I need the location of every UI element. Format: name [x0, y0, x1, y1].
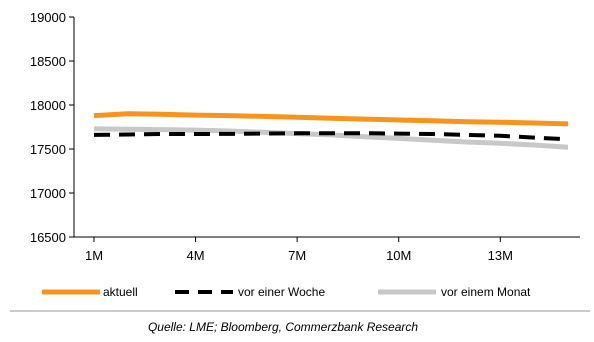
legend-label-2: vor einer Woche	[238, 285, 325, 299]
x-tick-label: 10M	[386, 248, 411, 263]
x-tick-label: 4M	[187, 248, 205, 263]
x-tick-label: 13M	[488, 248, 513, 263]
legend: aktuell vor einer Woche vor einem Monat	[42, 285, 531, 299]
y-tick-label: 19000	[30, 10, 66, 25]
x-axis: 1M 4M 7M 10M 13M	[74, 236, 580, 263]
plot-area	[93, 111, 569, 150]
x-tick-label: 1M	[85, 248, 103, 263]
source-note: Quelle: LME; Bloomberg, Commerzbank Rese…	[148, 320, 418, 334]
y-tick-label: 17500	[30, 142, 66, 157]
y-tick-label: 18000	[30, 98, 66, 113]
series-line-1	[93, 111, 569, 127]
legend-label-3: vor einem Monat	[441, 285, 531, 299]
y-tick-label: 17000	[30, 186, 66, 201]
series-line-2	[93, 131, 569, 142]
x-tick-label: 7M	[288, 248, 306, 263]
y-tick-label: 16500	[30, 230, 66, 245]
y-tick-label: 18500	[30, 54, 66, 69]
legend-label-1: aktuell	[103, 285, 138, 299]
y-axis: 16500 17000 17500 18000 18500 19000	[30, 10, 75, 245]
